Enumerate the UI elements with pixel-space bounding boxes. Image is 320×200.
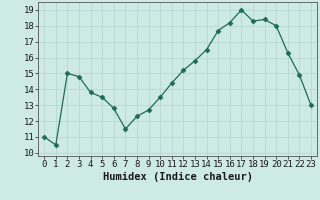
X-axis label: Humidex (Indice chaleur): Humidex (Indice chaleur) (103, 172, 252, 182)
